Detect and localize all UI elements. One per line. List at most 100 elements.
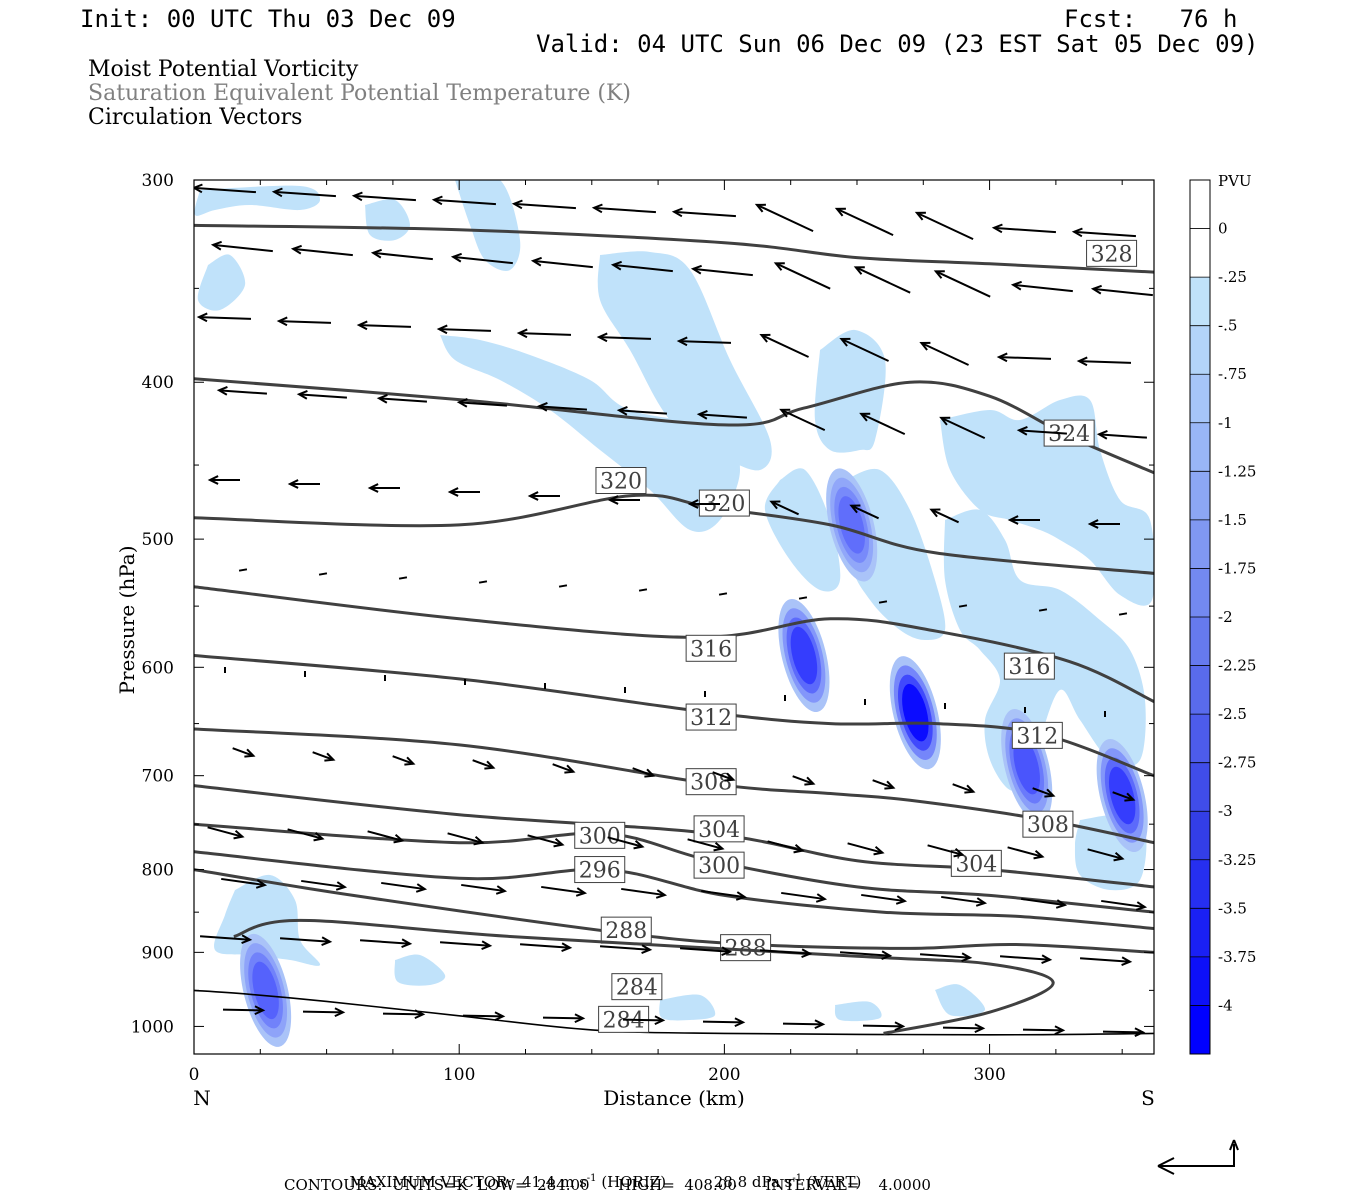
- vector-head: [473, 836, 485, 846]
- vector-arrow: [1038, 608, 1048, 612]
- vector-arrow: [196, 312, 252, 323]
- vector-arrow: [991, 223, 1056, 234]
- vector-shaft: [861, 893, 905, 903]
- vector-arrow: [781, 891, 828, 903]
- vector-shaft: [221, 877, 265, 887]
- vector-arrow: [1112, 791, 1136, 802]
- vector-shaft: [222, 1008, 264, 1012]
- vector-head: [591, 203, 603, 214]
- colorbar-label: -.25: [1218, 268, 1247, 286]
- vector-head: [313, 832, 325, 842]
- vector-arrow: [773, 262, 831, 290]
- contour-label-304: 304: [955, 852, 997, 877]
- vector-shaft: [1079, 957, 1131, 963]
- vector-shaft: [232, 747, 254, 757]
- vector-head: [516, 328, 528, 339]
- contour-label-box: [611, 973, 663, 1001]
- vector-head: [769, 500, 781, 510]
- vector-arrow: [527, 491, 560, 501]
- vector-shaft: [839, 951, 891, 957]
- vector-arrow: [769, 500, 800, 516]
- colorbar-segment: [1190, 471, 1210, 521]
- vector-head: [687, 499, 699, 509]
- colorbar: 0 -.25 -.5 -.75 -1 -1.25 -1.5 -1.75 -2 -2.25 -2.5 -…: [1189, 179, 1256, 1055]
- vector-shaft: [921, 342, 969, 366]
- vector-arrow: [276, 316, 332, 327]
- vector-arrow: [718, 592, 728, 596]
- vector-head: [414, 1009, 426, 1020]
- contour-label-308: 308: [1027, 813, 1069, 838]
- vector-arrow: [312, 751, 336, 762]
- vector-shaft: [279, 937, 331, 943]
- contour-label-312: 312: [690, 706, 732, 731]
- vector-arrow: [542, 1013, 586, 1024]
- vector-shaft: [702, 1020, 744, 1024]
- horiz-value: 41.4 m s: [521, 1173, 587, 1191]
- vector-arrow: [1101, 899, 1148, 911]
- vector-head: [974, 1023, 986, 1034]
- vector-arrow: [847, 842, 885, 856]
- vector-arrow: [516, 328, 572, 339]
- contour-label-300: 300: [698, 854, 740, 879]
- vector-head: [415, 883, 428, 893]
- vector-head: [884, 780, 896, 790]
- vector-arrow: [210, 240, 273, 253]
- vector-arrow: [839, 337, 889, 362]
- vector-shaft: [478, 580, 488, 584]
- vector-head: [804, 776, 816, 786]
- vector-head: [713, 842, 725, 852]
- colorbar-label: 0: [1218, 220, 1228, 238]
- vector-shaft: [519, 943, 571, 949]
- vector-arrow: [690, 264, 753, 277]
- north-label: N: [193, 1086, 211, 1110]
- x-tick-label: 200: [708, 1065, 740, 1085]
- vector-head: [1090, 284, 1102, 295]
- vector-arrow: [607, 495, 640, 505]
- y-tick-label: 300: [142, 171, 174, 191]
- colorbar-label: -1.75: [1218, 559, 1256, 577]
- vector-head: [793, 844, 805, 854]
- vector-shaft: [194, 186, 256, 194]
- vector-arrow: [638, 588, 648, 592]
- horiz-exponent: -1: [586, 1173, 597, 1184]
- vector-arrow: [929, 508, 960, 524]
- vector-shaft: [594, 206, 656, 214]
- horiz-unit: (HORIZ): [601, 1173, 667, 1191]
- vector-shaft: [599, 945, 651, 951]
- vector-arrow: [779, 408, 826, 432]
- vector-arrow: [1010, 280, 1073, 293]
- vector-arrow: [1007, 515, 1040, 525]
- y-tick-label: 800: [142, 861, 174, 881]
- mpv-region: [935, 984, 986, 1017]
- vector-shaft: [458, 401, 508, 407]
- vector-shaft: [780, 408, 826, 432]
- mpv-region: [440, 335, 740, 532]
- mpv-core: [790, 626, 818, 685]
- vector-head: [447, 487, 459, 497]
- vector-arrow: [914, 211, 974, 241]
- vector-shaft: [847, 842, 883, 854]
- colorbar-unit: PVU: [1218, 172, 1252, 190]
- vector-shaft: [860, 412, 906, 436]
- colorbar-segment: [1190, 228, 1210, 278]
- contour-label-box: [574, 821, 626, 849]
- vector-head: [996, 352, 1008, 363]
- vert-unit: (VERT): [806, 1173, 862, 1191]
- vector-arrow: [999, 954, 1053, 965]
- contour-label-320: 320: [600, 470, 642, 495]
- vector-head: [975, 897, 988, 907]
- vector-shaft: [1074, 230, 1136, 238]
- vector-head: [481, 940, 493, 951]
- vector-arrow: [367, 483, 400, 493]
- mpv-region: [943, 509, 1146, 792]
- vector-shaft: [1018, 429, 1068, 435]
- vector-arrow: [687, 838, 725, 852]
- contour-label-box: [1086, 239, 1138, 267]
- vector-head: [574, 1013, 586, 1024]
- mpv-core: [902, 683, 929, 742]
- vector-arrow: [527, 834, 565, 848]
- vector-shaft: [598, 336, 652, 340]
- vector-head: [616, 406, 628, 416]
- colorbar-segment: [1190, 859, 1210, 909]
- max-vector-line: MAXIMUM VECTOR: 41.4 m s-1 (HORIZ) 28.8 …: [340, 1159, 862, 1191]
